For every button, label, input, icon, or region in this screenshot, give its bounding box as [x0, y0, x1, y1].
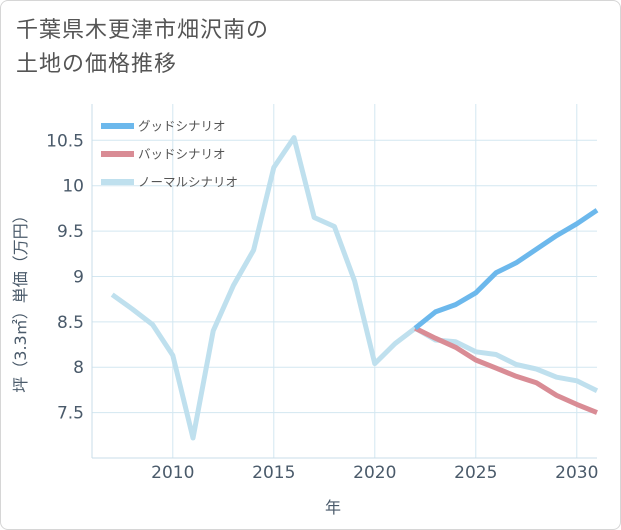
y-tick-label: 9.5 — [57, 222, 84, 242]
legend-item-good: グッドシナリオ — [101, 119, 226, 134]
y-tick-label: 8.5 — [57, 313, 84, 333]
chart-title-line-2: 土地の価格推移 — [16, 52, 178, 77]
x-tick-label: 2010 — [151, 463, 194, 483]
series-layer — [110, 135, 599, 441]
x-tick-label: 2015 — [252, 463, 295, 483]
y-tick-label: 10.5 — [46, 131, 84, 151]
bad-scenario-line — [414, 325, 598, 415]
x-tick-label: 2025 — [454, 463, 497, 483]
y-axis-title: 坪（3.3㎡）単価（万円） — [11, 207, 30, 392]
y-tick-label: 9 — [73, 267, 84, 287]
legend-label: バッドシナリオ — [138, 147, 226, 162]
legend-label: ノーマルシナリオ — [138, 175, 238, 190]
y-tick-label: 7.5 — [57, 404, 84, 424]
legend-item-bad: バッドシナリオ — [101, 147, 226, 162]
legend-label: グッドシナリオ — [138, 119, 226, 134]
y-tick-label: 10 — [62, 177, 84, 197]
good-scenario-line — [413, 208, 599, 331]
x-axis-title: 年 — [325, 498, 341, 517]
normal-scenario-line — [110, 135, 599, 441]
chart-title: 千葉県木更津市畑沢南の 土地の価格推移 — [16, 14, 269, 82]
y-tick-label: 8 — [73, 358, 84, 378]
chart-title-line-1: 千葉県木更津市畑沢南の — [16, 18, 270, 43]
x-tick-label: 2020 — [353, 463, 396, 483]
x-tick-label: 2030 — [555, 463, 598, 483]
tick-labels: 2010 2015 2020 2025 2030 7.5 8 8.5 9 9.5 10 10.5 — [46, 131, 598, 483]
legend-item-normal: ノーマルシナリオ — [101, 175, 238, 190]
